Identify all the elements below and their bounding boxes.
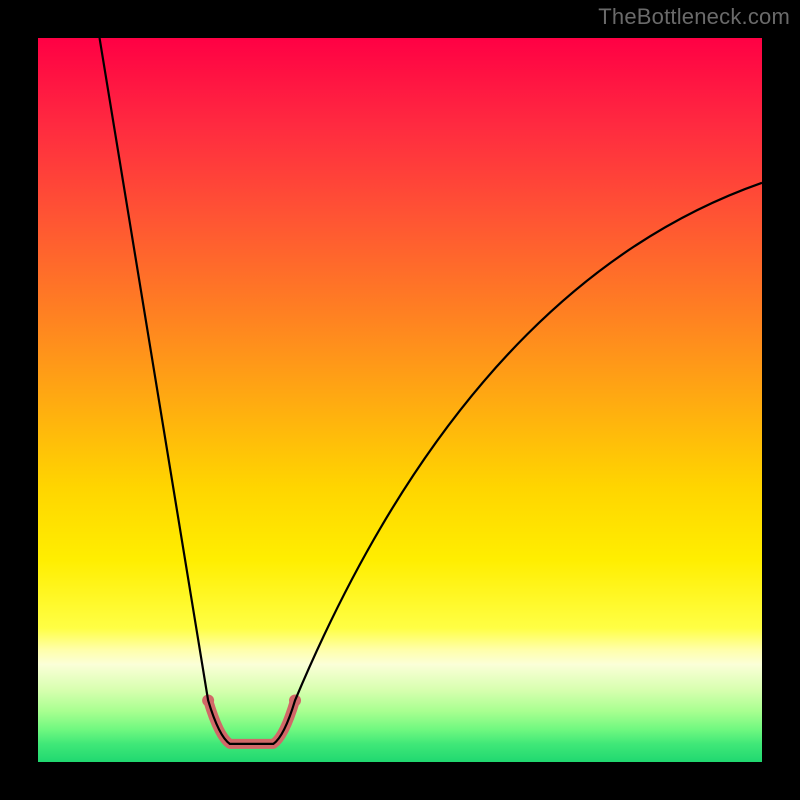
- chart-container: TheBottleneck.com: [0, 0, 800, 800]
- watermark-text: TheBottleneck.com: [598, 4, 790, 30]
- bottleneck-chart: [0, 0, 800, 800]
- plot-gradient-background: [38, 38, 762, 762]
